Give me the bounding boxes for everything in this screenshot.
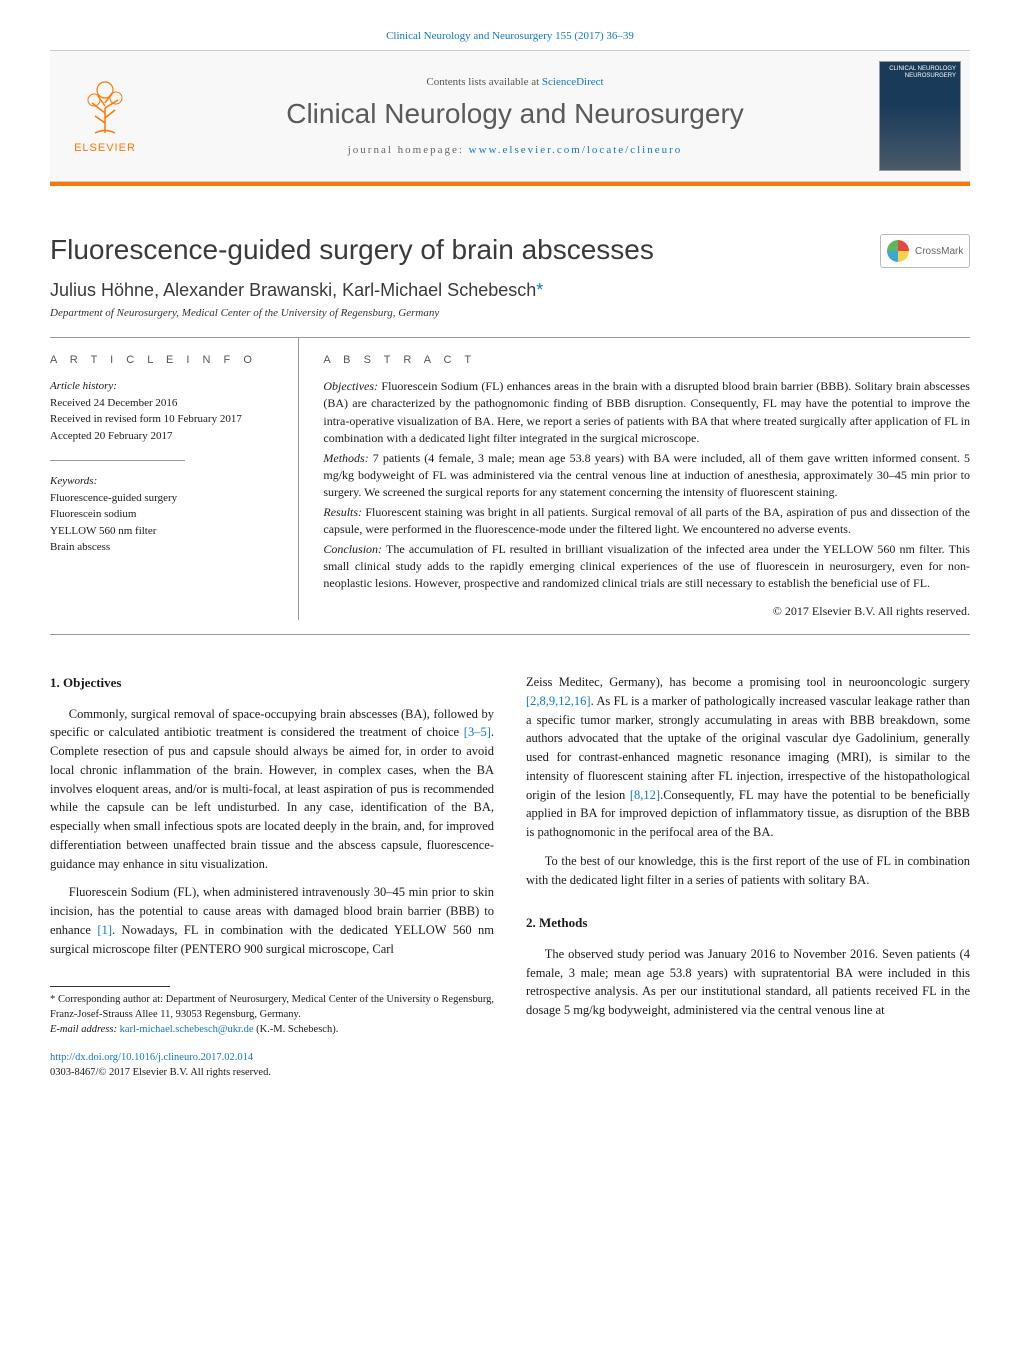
keyword: Fluorescence-guided surgery — [50, 492, 177, 504]
contents-prefix: Contents lists available at — [426, 76, 541, 88]
journal-cover[interactable]: CLINICAL NEUROLOGY NEUROSURGERY — [870, 51, 970, 181]
doi-link[interactable]: http://dx.doi.org/10.1016/j.clineuro.201… — [50, 1052, 253, 1063]
abstract-text: Objectives: Fluorescein Sodium (FL) enha… — [323, 378, 970, 620]
crossmark-icon — [887, 240, 909, 262]
corresponding-email-link[interactable]: karl-michael.schebesch@ukr.de — [120, 1024, 254, 1035]
abstract-heading: A B S T R A C T — [323, 354, 970, 366]
body-text: . Complete resection of pus and capsule … — [50, 725, 494, 870]
footnote-text: * Corresponding author at: Department of… — [50, 994, 494, 1020]
publisher-name: ELSEVIER — [74, 142, 136, 154]
abs-methods: 7 patients (4 female, 3 male; mean age 5… — [323, 451, 970, 500]
body-text: . As FL is a marker of pathologically in… — [526, 694, 970, 802]
body-text: The observed study period was January 20… — [526, 945, 970, 1020]
accent-rule — [50, 182, 970, 186]
body-col-left: 1. Objectives Commonly, surgical removal… — [50, 673, 494, 1081]
body-text: Zeiss Meditec, Germany), has become a pr… — [526, 675, 970, 689]
abs-conclusion: The accumulation of FL resulted in brill… — [323, 542, 970, 591]
keywords-block: Keywords: Fluorescence-guided surgery Fl… — [50, 473, 274, 556]
body-columns: 1. Objectives Commonly, surgical removal… — [50, 673, 970, 1081]
history-received: Received 24 December 2016 — [50, 397, 177, 409]
abstract-copyright: © 2017 Elsevier B.V. All rights reserved… — [323, 603, 970, 620]
section-heading-2: 2. Methods — [526, 913, 970, 933]
meta-divider — [50, 460, 185, 461]
email-label: E-mail address: — [50, 1024, 120, 1035]
footnote-rule — [50, 986, 170, 987]
keywords-label: Keywords: — [50, 475, 97, 487]
doi-block: http://dx.doi.org/10.1016/j.clineuro.201… — [50, 1051, 494, 1080]
abs-methods-label: Methods: — [323, 451, 368, 465]
history-accepted: Accepted 20 February 2017 — [50, 430, 173, 442]
article-info-heading: A R T I C L E I N F O — [50, 354, 274, 366]
divider-bottom — [50, 634, 970, 635]
publisher-logo[interactable]: ELSEVIER — [50, 51, 160, 181]
keyword: Fluorescein sodium — [50, 508, 136, 520]
journal-header-bar: ELSEVIER Contents lists available at Sci… — [50, 50, 970, 182]
header-mid: Contents lists available at ScienceDirec… — [160, 51, 870, 181]
article-info-column: A R T I C L E I N F O Article history: R… — [50, 338, 298, 620]
abs-conclusion-label: Conclusion: — [323, 542, 382, 556]
body-col-right: Zeiss Meditec, Germany), has become a pr… — [526, 673, 970, 1081]
abs-results: Fluorescent staining was bright in all p… — [323, 505, 970, 536]
abs-objectives-label: Objectives: — [323, 379, 378, 393]
citation-link[interactable]: [8,12] — [630, 788, 660, 802]
corresponding-marker: * — [536, 280, 543, 300]
article-history: Article history: Received 24 December 20… — [50, 378, 274, 444]
cover-label: CLINICAL NEUROLOGY NEUROSURGERY — [880, 66, 956, 79]
body-text: Commonly, surgical removal of space-occu… — [50, 707, 494, 740]
crossmark-label: CrossMark — [915, 246, 963, 257]
issn-copyright: 0303-8467/© 2017 Elsevier B.V. All right… — [50, 1067, 271, 1078]
citation-link[interactable]: [3–5] — [464, 725, 491, 739]
citation-link[interactable]: [2,8,9,12,16] — [526, 694, 591, 708]
homepage-line: journal homepage: www.elsevier.com/locat… — [160, 144, 870, 156]
sciencedirect-link[interactable]: ScienceDirect — [542, 76, 604, 88]
email-suffix: (K.-M. Schebesch). — [253, 1024, 338, 1035]
keyword: YELLOW 560 nm filter — [50, 525, 156, 537]
elsevier-tree-icon — [80, 78, 130, 138]
abstract-column: A B S T R A C T Objectives: Fluorescein … — [298, 338, 970, 620]
author-names: Julius Höhne, Alexander Brawanski, Karl-… — [50, 280, 536, 300]
article-title: Fluorescence-guided surgery of brain abs… — [50, 234, 654, 266]
homepage-prefix: journal homepage: — [348, 144, 469, 156]
corresponding-footnote: * Corresponding author at: Department of… — [50, 993, 494, 1037]
affiliation: Department of Neurosurgery, Medical Cent… — [50, 307, 970, 319]
section-heading-1: 1. Objectives — [50, 673, 494, 693]
abs-results-label: Results: — [323, 505, 362, 519]
keyword: Brain abscess — [50, 541, 110, 553]
body-text: To the best of our knowledge, this is th… — [526, 852, 970, 890]
body-text: . Nowadays, FL in combination with the d… — [50, 923, 494, 956]
contents-line: Contents lists available at ScienceDirec… — [160, 76, 870, 88]
journal-name: Clinical Neurology and Neurosurgery — [160, 98, 870, 130]
citation-header[interactable]: Clinical Neurology and Neurosurgery 155 … — [50, 30, 970, 42]
abs-objectives: Fluorescein Sodium (FL) enhances areas i… — [323, 379, 970, 445]
authors-line: Julius Höhne, Alexander Brawanski, Karl-… — [50, 280, 970, 301]
journal-homepage-link[interactable]: www.elsevier.com/locate/clineuro — [469, 144, 683, 156]
crossmark-badge[interactable]: CrossMark — [880, 234, 970, 268]
history-label: Article history: — [50, 380, 117, 392]
cover-thumbnail: CLINICAL NEUROLOGY NEUROSURGERY — [879, 61, 961, 171]
citation-link[interactable]: [1] — [97, 923, 112, 937]
history-revised: Received in revised form 10 February 201… — [50, 413, 242, 425]
